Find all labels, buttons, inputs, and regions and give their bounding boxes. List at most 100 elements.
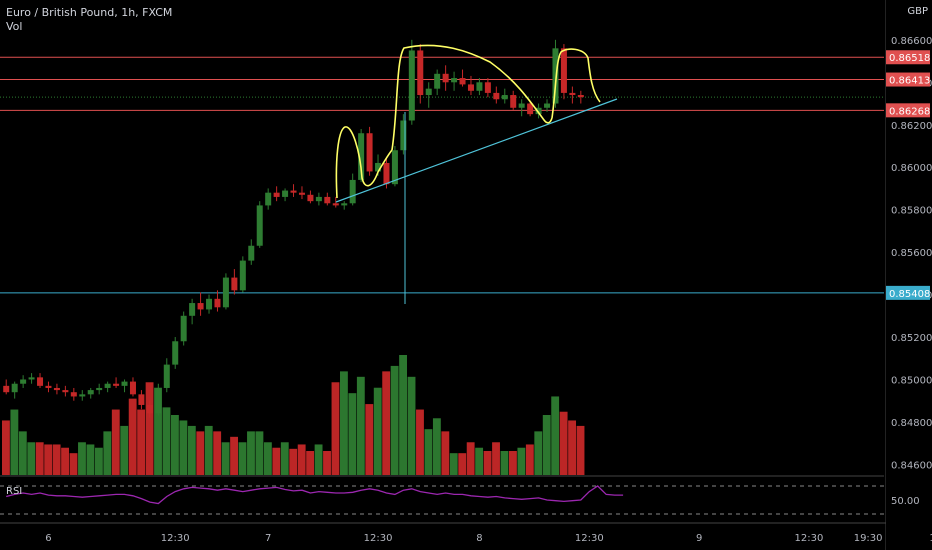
candle-body: [518, 103, 525, 108]
annotation-outline-center: [391, 44, 553, 151]
candle-body: [425, 88, 432, 96]
volume-bar: [568, 420, 576, 475]
candle-body: [467, 84, 474, 91]
candle-body: [290, 190, 297, 193]
volume-bar: [263, 442, 272, 475]
price-tag: [886, 50, 930, 65]
volume-bar: [61, 447, 69, 475]
candle-body: [560, 48, 567, 93]
volume-bar: [18, 431, 27, 475]
candle-body: [324, 196, 331, 204]
time-tick-label: 12:30: [795, 533, 824, 544]
rsi-tick-label: 50.00: [891, 496, 920, 507]
candle-body: [265, 192, 272, 206]
volume-bar: [280, 442, 289, 475]
candle-body: [87, 390, 94, 395]
candle-body: [341, 203, 348, 206]
volume-bar: [399, 355, 407, 475]
volume-bar: [145, 382, 154, 475]
time-tick-label: 9: [696, 533, 702, 544]
candle-body: [222, 277, 229, 308]
candle-body: [459, 78, 466, 85]
price-tag: [886, 285, 930, 300]
candle-body: [366, 133, 373, 172]
price-tick-label: 0.85200: [891, 333, 932, 344]
volume-bar: [373, 387, 382, 475]
volume-bar: [475, 447, 484, 475]
volume-bar: [196, 431, 205, 475]
candle-body: [20, 379, 27, 384]
candle-body: [256, 205, 263, 246]
annotations: [335, 44, 618, 304]
price-tag-label: 0.85408: [889, 289, 930, 300]
price-axis-bg: [886, 0, 932, 550]
candle-body: [544, 103, 551, 108]
volume-bar: [247, 431, 255, 475]
price-tag: [886, 72, 930, 87]
candle-body: [298, 192, 305, 195]
volume-indicator-label[interactable]: Vol: [6, 20, 23, 33]
volume-bar: [162, 407, 171, 475]
candle-body: [358, 133, 365, 180]
price-tick-label: 0.85800: [891, 206, 932, 217]
volume-bars: [2, 355, 585, 475]
time-tick-label: 12: [929, 533, 932, 544]
price-tag: [886, 103, 930, 118]
candle-body: [493, 92, 500, 100]
candle-body: [70, 392, 77, 397]
volume-bar: [382, 371, 391, 475]
candle-body: [180, 315, 187, 342]
candle-body: [11, 383, 18, 393]
volume-bar: [356, 376, 365, 475]
time-axis: 6 12:30 7 12:30 8 12:30 9 12:30 19:30 12: [45, 533, 932, 544]
candle-body: [375, 162, 382, 172]
candle-body: [400, 120, 407, 151]
volume-bar: [171, 415, 179, 475]
price-tick-label: 0.86200: [891, 121, 932, 132]
trend-line: [335, 98, 618, 203]
candle-body: [434, 73, 441, 89]
time-tick-label: 7: [265, 533, 271, 544]
candle-body: [273, 192, 280, 197]
time-tick-label: 8: [476, 533, 482, 544]
candles: [3, 39, 584, 418]
candle-body: [577, 95, 584, 98]
volume-bar: [323, 451, 331, 475]
candle-body: [79, 394, 86, 397]
volume-bar: [365, 404, 374, 475]
volume-bar: [221, 442, 230, 475]
candle-body: [484, 82, 491, 93]
symbol-title[interactable]: Euro / British Pound, 1h, FXCM: [6, 6, 173, 19]
candle-body: [535, 107, 542, 115]
price-tick-label: 0.85000: [891, 375, 932, 386]
volume-bar: [534, 431, 543, 475]
volume-bar: [509, 451, 517, 475]
candle-body: [206, 298, 213, 310]
candle-body: [451, 78, 458, 83]
volume-bar: [500, 451, 509, 475]
volume-bar: [35, 442, 44, 475]
volume-bar: [551, 396, 560, 475]
volume-bar: [483, 451, 492, 475]
candle-body: [442, 73, 449, 83]
candle-body: [248, 245, 255, 261]
volume-bar: [458, 453, 467, 475]
price-tag-label: 0.86518: [889, 53, 930, 64]
volume-bar: [331, 382, 340, 475]
rsi-line: [6, 485, 624, 505]
candle-body: [408, 50, 415, 121]
candle-body: [138, 394, 145, 405]
rsi-indicator-label[interactable]: RSI: [6, 486, 23, 497]
volume-bar: [432, 418, 441, 475]
candle-body: [104, 383, 111, 388]
volume-bar: [44, 444, 53, 475]
candle-body: [121, 381, 128, 386]
candle-body: [62, 390, 69, 393]
candle-body: [214, 298, 221, 308]
volume-bar: [289, 448, 298, 475]
candle-body: [189, 303, 196, 316]
volume-bar: [255, 431, 264, 475]
volume-bar: [230, 436, 238, 475]
volume-bar: [348, 393, 357, 475]
